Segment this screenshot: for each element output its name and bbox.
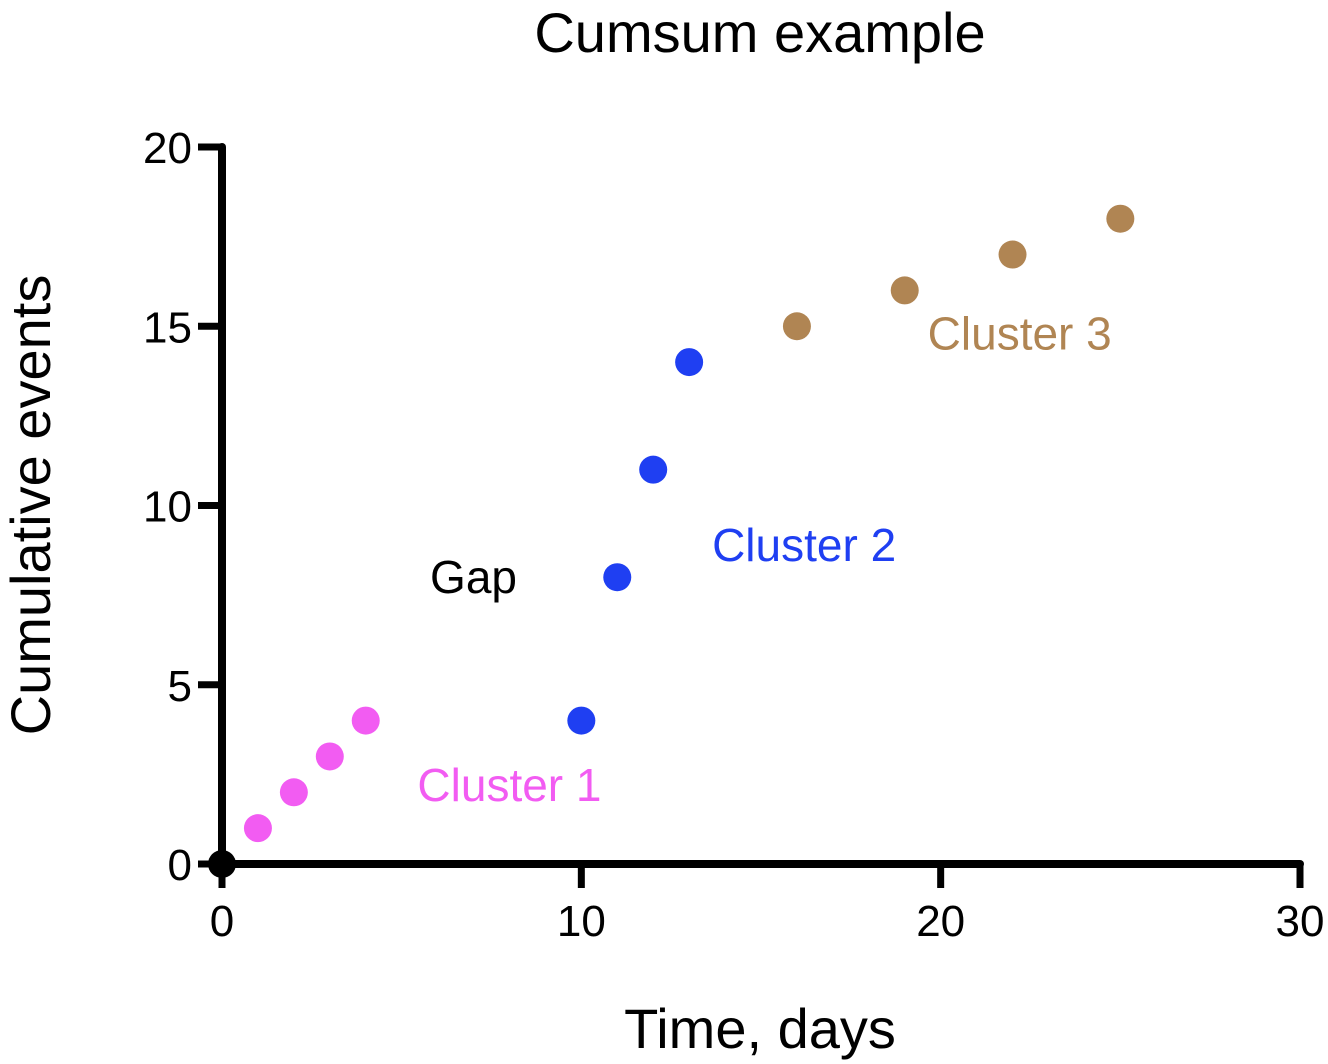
x-tick-label: 30 bbox=[1276, 897, 1325, 946]
y-tick-label: 10 bbox=[143, 483, 192, 532]
annotation-label: Cluster 2 bbox=[712, 519, 896, 571]
data-point bbox=[208, 850, 236, 878]
data-points bbox=[208, 204, 1135, 878]
annotation-label: Gap bbox=[430, 551, 517, 603]
annotation-label: Cluster 3 bbox=[928, 307, 1112, 359]
data-point bbox=[782, 312, 811, 341]
x-axis-label: Time, days bbox=[624, 997, 896, 1060]
x-tick-label: 10 bbox=[557, 897, 606, 946]
annotations: Cluster 1 Gap Cluster 2 Cluster 3 bbox=[417, 307, 1111, 811]
data-point bbox=[603, 563, 632, 592]
data-point bbox=[639, 455, 668, 484]
axes bbox=[218, 143, 1304, 868]
ticks: 0 10 20 30 0 5 10 15 20 bbox=[143, 124, 1324, 946]
data-point bbox=[567, 706, 596, 735]
y-tick-label: 20 bbox=[143, 124, 192, 173]
y-axis-label: Cumulative events bbox=[0, 275, 62, 736]
data-point bbox=[279, 778, 308, 807]
y-tick-label: 15 bbox=[143, 303, 192, 352]
x-tick-label: 0 bbox=[210, 897, 234, 946]
data-point bbox=[890, 276, 919, 305]
annotation-label: Cluster 1 bbox=[417, 759, 601, 811]
data-point bbox=[998, 240, 1027, 269]
y-tick-label: 0 bbox=[168, 841, 192, 890]
data-point bbox=[1106, 204, 1135, 233]
data-point bbox=[243, 814, 272, 843]
x-tick-label: 20 bbox=[916, 897, 965, 946]
chart-title: Cumsum example bbox=[534, 1, 985, 64]
data-point bbox=[315, 742, 344, 771]
data-point bbox=[675, 348, 704, 377]
data-point bbox=[351, 706, 380, 735]
y-tick-label: 5 bbox=[168, 662, 192, 711]
